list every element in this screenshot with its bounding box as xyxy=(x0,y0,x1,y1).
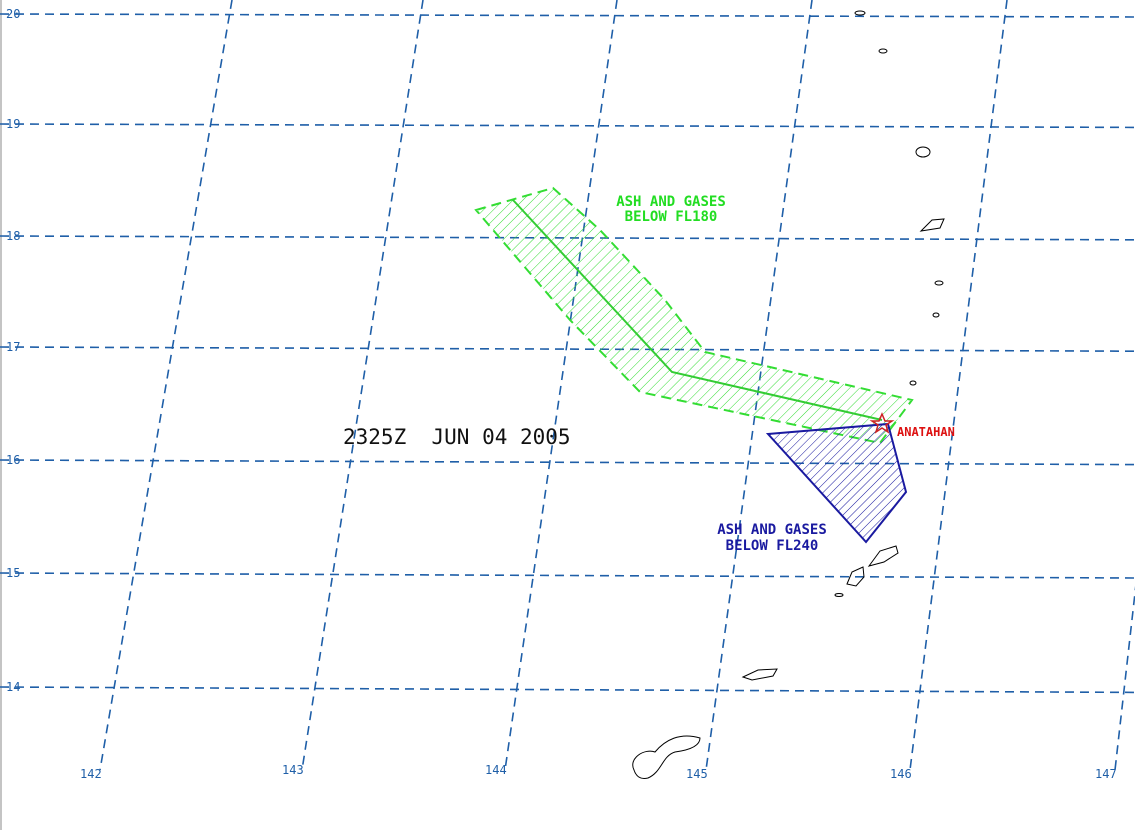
island xyxy=(919,218,945,232)
latitude-label: 14 xyxy=(6,680,20,694)
latitude-label: 16 xyxy=(6,453,20,467)
area-label: ASH AND GASES xyxy=(717,522,827,538)
latitude-label: 17 xyxy=(6,340,20,354)
longitude-line xyxy=(99,0,233,771)
ash-area-fl240 xyxy=(765,422,908,544)
island xyxy=(934,280,944,286)
ash-area-fl180 xyxy=(474,186,914,445)
volcano-marker xyxy=(869,412,895,434)
volcano-name: ANATAHAN xyxy=(897,425,955,439)
longitude-line xyxy=(909,0,1008,771)
island xyxy=(878,48,888,54)
latitude-label: 20 xyxy=(6,7,20,21)
latitude-line xyxy=(0,686,1135,694)
longitude-line xyxy=(705,0,813,771)
latitude-line xyxy=(0,459,1135,466)
island xyxy=(846,566,865,587)
latitude-line xyxy=(0,123,1135,129)
island xyxy=(854,10,866,16)
island xyxy=(915,146,931,158)
island xyxy=(741,668,778,681)
latitude-label: 15 xyxy=(6,566,20,580)
timestamp: 2325Z JUN 04 2005 xyxy=(343,425,571,449)
island xyxy=(834,593,844,597)
graticule: 20 19 18 17 16 15 14 142 143 144 145 146 147 xyxy=(0,0,1135,781)
longitude-line xyxy=(504,0,618,771)
longitude-line xyxy=(1114,585,1135,771)
latitude-label: 19 xyxy=(6,117,20,131)
latitude-line xyxy=(0,235,1135,241)
latitude-line xyxy=(0,572,1135,579)
islands xyxy=(632,10,945,779)
island xyxy=(909,380,917,386)
longitude-label: 143 xyxy=(282,763,304,777)
latitude-label: 18 xyxy=(6,229,20,243)
latitude-line xyxy=(0,346,1135,353)
island xyxy=(632,735,701,779)
island xyxy=(932,312,940,318)
longitude-label: 147 xyxy=(1095,767,1117,781)
longitude-label: 144 xyxy=(485,763,507,777)
area-label: ASH AND GASES xyxy=(616,194,726,210)
longitude-label: 145 xyxy=(686,767,708,781)
longitude-label: 146 xyxy=(890,767,912,781)
latitude-line xyxy=(0,13,1135,18)
longitude-label: 142 xyxy=(80,767,102,781)
area-label: BELOW FL180 xyxy=(625,209,718,225)
area-label: BELOW FL240 xyxy=(726,538,819,554)
ash-trajectory xyxy=(512,199,883,421)
island xyxy=(867,545,899,567)
longitude-line xyxy=(301,0,424,771)
